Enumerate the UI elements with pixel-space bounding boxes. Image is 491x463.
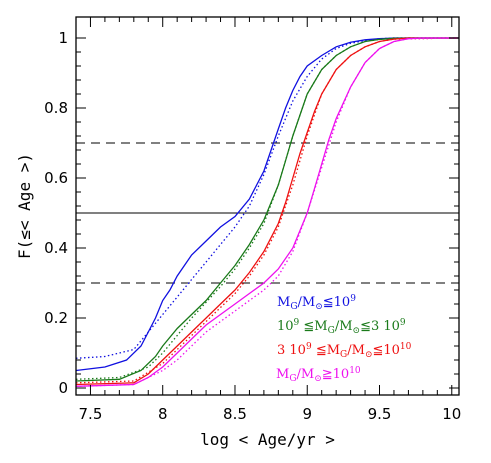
x-axis-label: log < Age/yr > [200,430,335,449]
series-3-line [76,37,459,387]
series-3-dotted-line [76,37,459,387]
series-2-dotted-line [76,37,459,384]
series-1-line [76,37,459,382]
y-tick-label: 0.8 [44,99,68,117]
x-tick-label: 10 [442,405,461,423]
y-tick-label: 0 [58,379,68,397]
series-0-dotted-line [76,37,459,359]
plot-frame [75,16,460,396]
legend-entry-0: MG/M⊙≦109 [277,294,356,312]
y-tick-label: 0.2 [44,309,68,327]
x-tick-label: 8.5 [223,405,247,423]
y-axis-label: F(≤< Age >) [15,153,34,259]
y-tick-label: 0.4 [44,239,68,257]
tick-labels: 7.5 8 8.5 9 9.5 10 0 0.2 0.4 0.6 0.8 1 [44,29,461,423]
y-tick-label: 0.6 [44,169,68,187]
series-1-dotted-line [76,37,459,380]
series-lines [76,37,459,387]
y-tick-label: 1 [58,29,68,47]
legend-entry-3: MG/M⊙≧1010 [276,366,361,384]
reference-lines [76,142,459,284]
axis-ticks [75,17,459,395]
x-tick-label: 9.5 [368,405,392,423]
x-tick-label: 9 [302,405,312,423]
legend: MG/M⊙≦109 109 ≦MG/M⊙≦3 109 3 109 ≦MG/M⊙≦10… [276,294,412,384]
legend-entry-1: 109 ≦MG/M⊙≦3 109 [277,318,406,336]
legend-entry-2: 3 109 ≦MG/M⊙≦1010 [277,342,412,360]
series-0-line [76,37,459,372]
x-tick-label: 7.5 [79,405,103,423]
x-tick-label: 8 [158,405,168,423]
